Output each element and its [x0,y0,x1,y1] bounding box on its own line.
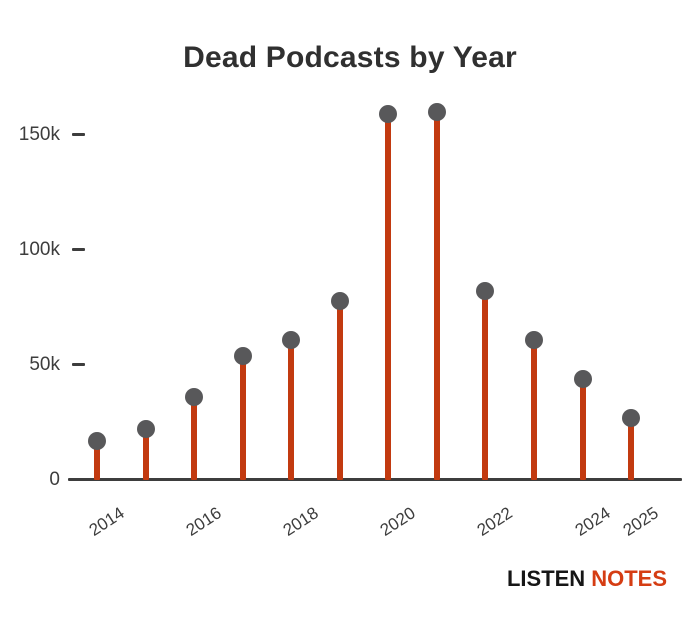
stem-2021 [433,112,440,480]
stem-2014 [94,440,100,480]
x-tick-label-2020: 2020 [376,503,420,540]
marker-2014 [88,431,106,450]
marker-2022 [476,282,495,301]
y-tick-mark-50k [72,363,85,366]
x-tick-label-2016: 2016 [182,503,225,540]
marker-2023 [524,330,543,349]
y-tick-mark-100k [72,248,85,251]
x-tick-label-2022: 2022 [474,503,517,540]
marker-2018 [282,330,301,349]
marker-2024 [573,369,592,388]
y-tick-label-150k: 150k [18,124,60,145]
logo-text-notes: NOTES [591,566,667,591]
listen-notes-logo: LISTEN NOTES [507,566,667,592]
x-axis-line [68,478,682,481]
stem-2024 [579,378,586,480]
chart-title: Dead Podcasts by Year [183,41,517,74]
y-tick-label-0: 0 [49,469,60,490]
stem-2020 [385,114,392,480]
marker-2016 [185,388,204,407]
stem-2023 [530,339,537,480]
y-tick-mark-150k [72,133,85,136]
stem-2016 [191,397,198,480]
marker-2019 [330,291,349,310]
x-tick-label-2018: 2018 [279,503,322,540]
marker-2025 [622,408,641,427]
stem-2017 [239,355,246,480]
y-tick-label-50k: 50k [29,354,60,375]
marker-2015 [136,420,155,439]
stem-2019 [336,300,343,480]
stem-2015 [142,429,149,480]
logo-text-listen: LISTEN [506,566,586,591]
marker-2020 [379,105,398,124]
marker-2017 [233,346,252,365]
y-tick-label-100k: 100k [18,239,60,260]
marker-2021 [427,103,446,121]
stem-2022 [482,291,489,480]
stem-2018 [288,339,295,480]
x-tick-label-2014: 2014 [85,503,128,540]
stem-2025 [628,417,635,480]
